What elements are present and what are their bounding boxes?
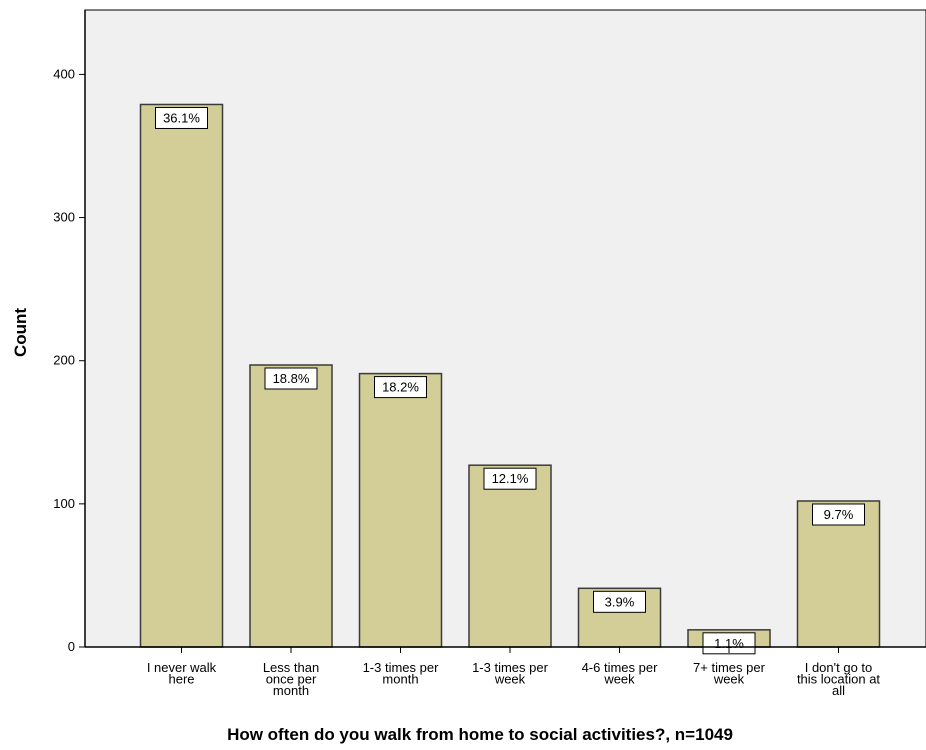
y-axis-title: Count	[11, 308, 30, 357]
x-tick-label: 1-3 times per week	[472, 660, 549, 687]
data-label-box	[483, 467, 537, 490]
data-label: 12.1%	[492, 471, 529, 486]
data-label-box	[593, 590, 646, 613]
y-axis-ticks: 0 100 200 300 400	[53, 66, 85, 654]
x-axis-title: How often do you walk from home to socia…	[227, 725, 733, 744]
data-label-box	[155, 106, 208, 129]
y-tick-label: 400	[53, 66, 75, 81]
data-label: 36.1%	[163, 110, 200, 125]
x-tick-label: 7+ times per week	[693, 660, 766, 687]
data-label-box	[264, 367, 318, 390]
x-tick-label: 4-6 times per week	[582, 660, 659, 687]
bar	[249, 364, 333, 648]
bar	[468, 464, 552, 648]
x-axis-tick-labels: I never walk here Less than once per month 1-…	[147, 647, 880, 698]
data-labels: 36.1%18.8%18.2%12.1%3.9%1.1%9.7%	[155, 106, 865, 655]
x-tick-label: Less than once per month	[263, 660, 319, 698]
data-label: 18.2%	[382, 380, 419, 395]
data-label: 9.7%	[824, 507, 854, 522]
bar	[358, 372, 443, 648]
bars	[139, 103, 881, 648]
data-label: 3.9%	[605, 594, 635, 609]
data-label-box	[702, 632, 756, 655]
data-label: 18.8%	[273, 371, 310, 386]
x-tick-label: 1-3 times per month	[363, 660, 440, 687]
bar	[139, 103, 224, 648]
x-tick-label: I don't go to this location at all	[797, 660, 880, 698]
y-tick-label: 200	[53, 353, 75, 368]
data-label-box	[374, 376, 427, 399]
y-tick-label: 0	[68, 639, 75, 654]
data-label-box	[812, 503, 865, 526]
y-tick-label: 100	[53, 496, 75, 511]
x-tick-label: I never walk here	[147, 660, 217, 687]
y-tick-label: 300	[53, 210, 75, 225]
